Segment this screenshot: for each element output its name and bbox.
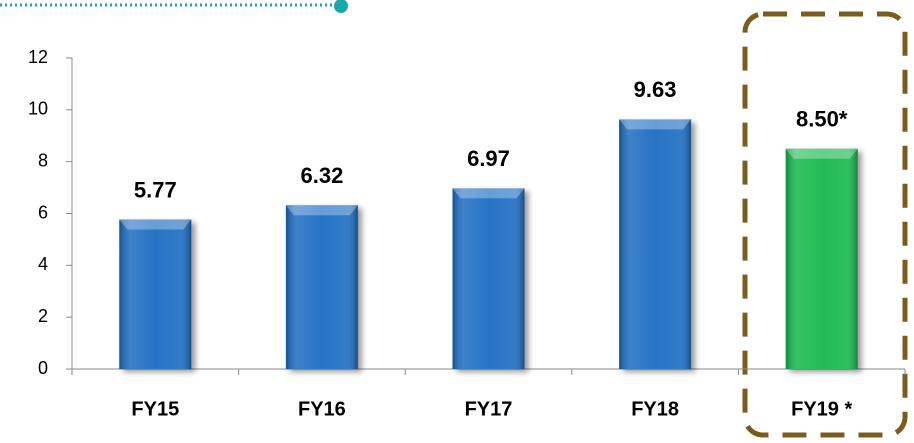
- x-tick-label: FY17: [465, 398, 513, 420]
- bar-bevel: [619, 119, 692, 130]
- y-tick-label: 10: [28, 99, 48, 119]
- y-tick-label: 6: [38, 202, 48, 222]
- bar-sheen: [785, 148, 858, 369]
- bar-bevel: [285, 205, 358, 216]
- bar-bevel: [119, 219, 192, 230]
- value-label: 6.97: [467, 146, 510, 171]
- bar-sheen: [285, 205, 358, 369]
- y-tick-label: 12: [28, 47, 48, 67]
- value-label: 8.50*: [796, 107, 848, 132]
- x-tick-label: FY18: [631, 398, 679, 420]
- y-tick-label: 4: [38, 254, 48, 274]
- bar-sheen: [452, 188, 525, 369]
- y-tick-label: 8: [38, 150, 48, 170]
- highlight-box: [742, 11, 908, 438]
- x-tick-label: FY16: [298, 398, 346, 420]
- x-tick-label: FY19 *: [791, 398, 852, 420]
- value-label: 9.63: [634, 77, 677, 102]
- y-tick-label: 2: [38, 306, 48, 326]
- bar-sheen: [619, 119, 692, 369]
- value-label: 5.77: [134, 177, 177, 202]
- bar-bevel: [452, 188, 525, 199]
- decor-dot: [334, 0, 348, 13]
- value-label: 6.32: [300, 163, 343, 188]
- y-tick-label: 0: [38, 358, 48, 378]
- x-tick-label: FY15: [131, 398, 179, 420]
- bar-sheen: [119, 219, 192, 369]
- bar-bevel: [785, 148, 858, 159]
